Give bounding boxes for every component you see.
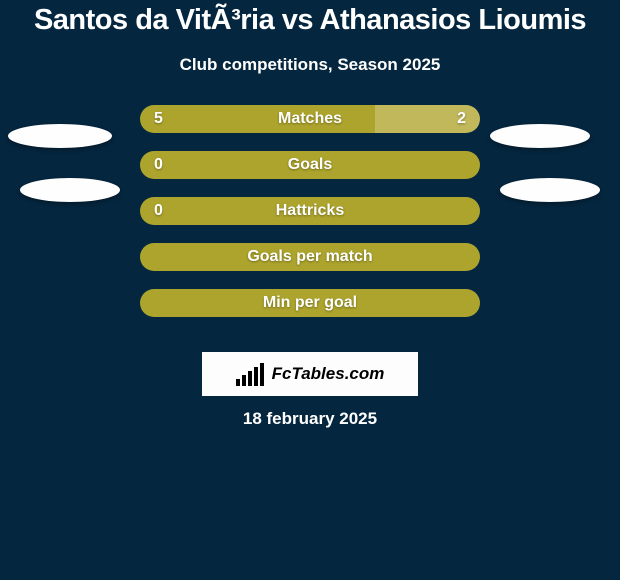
stat-bar-right-seg xyxy=(375,105,480,133)
stat-bar-left-seg xyxy=(140,289,480,317)
stat-bar-left-seg xyxy=(140,105,375,133)
stat-bar-left-seg xyxy=(140,151,480,179)
stat-bar: Hattricks0 xyxy=(140,197,480,225)
subtitle: Club competitions, Season 2025 xyxy=(0,55,620,75)
stat-bar: Matches52 xyxy=(140,105,480,133)
stat-row: Min per goal xyxy=(0,289,620,317)
decorative-ellipse xyxy=(500,178,600,202)
stat-bar-left-seg xyxy=(140,197,480,225)
decorative-ellipse xyxy=(8,124,112,148)
decorative-ellipse xyxy=(20,178,120,202)
stat-row: Goals0 xyxy=(0,151,620,179)
page-title: Santos da VitÃ³ria vs Athanasios Lioumis xyxy=(0,0,620,37)
stat-bar: Goals per match xyxy=(140,243,480,271)
stat-row: Goals per match xyxy=(0,243,620,271)
stat-bar-left-seg xyxy=(140,243,480,271)
decorative-ellipse xyxy=(490,124,590,148)
brand-badge: FcTables.com xyxy=(202,352,418,396)
date-label: 18 february 2025 xyxy=(0,409,620,429)
stat-bar: Goals0 xyxy=(140,151,480,179)
stat-bar: Min per goal xyxy=(140,289,480,317)
brand-bars-icon xyxy=(236,363,264,386)
brand-text: FcTables.com xyxy=(272,364,385,384)
stat-row: Hattricks0 xyxy=(0,197,620,225)
